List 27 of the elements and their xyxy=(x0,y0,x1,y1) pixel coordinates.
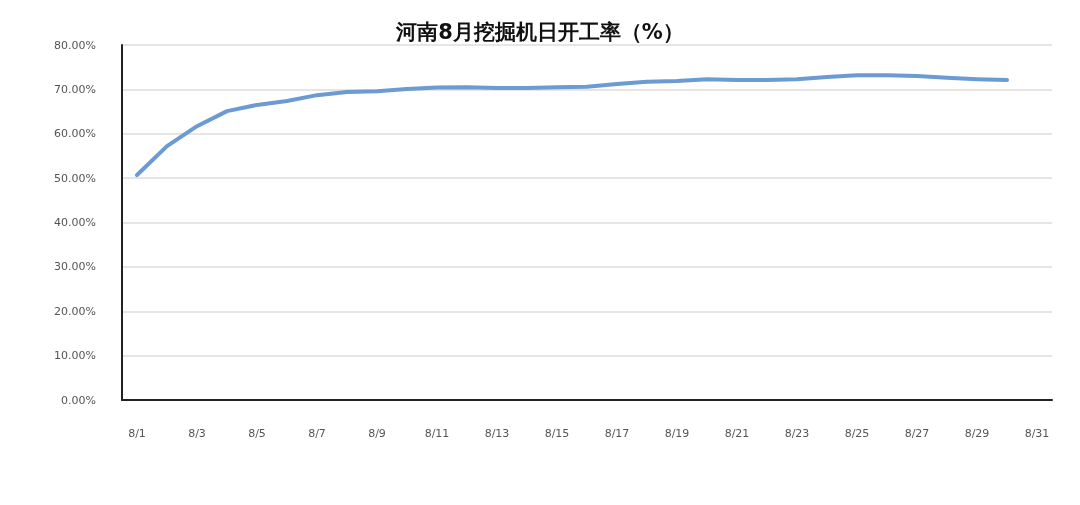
x-tick-label: 8/17 xyxy=(604,427,630,440)
x-tick-label: 8/29 xyxy=(964,427,990,440)
y-tick-label: 50.00% xyxy=(54,171,96,185)
x-tick-label: 8/11 xyxy=(424,427,450,440)
y-tick-label: 10.00% xyxy=(54,349,96,363)
x-tick-label: 8/3 xyxy=(188,427,206,440)
y-tick-label: 70.00% xyxy=(54,82,96,96)
x-tick-label: 8/7 xyxy=(308,427,326,440)
x-tick-label: 8/1 xyxy=(128,427,146,440)
y-tick-label: 30.00% xyxy=(54,260,96,274)
y-tick-label: 40.00% xyxy=(54,216,96,229)
x-tick-label: 8/23 xyxy=(784,427,810,440)
x-tick-label: 8/5 xyxy=(248,427,266,440)
line-series xyxy=(135,73,1009,178)
x-tick-label: 8/13 xyxy=(484,427,510,440)
x-tick-label: 8/9 xyxy=(368,427,386,440)
x-tick-label: 8/15 xyxy=(544,427,570,440)
x-tick-label: 8/21 xyxy=(724,427,750,440)
x-tick-label: 8/19 xyxy=(664,427,690,440)
chart-title: 河南8月挖掘机日开工率（%） xyxy=(395,19,684,44)
y-tick-label: 80.00% xyxy=(54,38,96,52)
y-tick-label: 20.00% xyxy=(54,304,96,318)
y-tick-label: 60.00% xyxy=(54,127,96,141)
y-tick-label: 0.00% xyxy=(61,393,96,407)
x-tick-label: 8/31 xyxy=(1024,427,1050,440)
x-tick-label: 8/25 xyxy=(844,427,870,440)
x-tick-label: 8/27 xyxy=(904,427,930,440)
